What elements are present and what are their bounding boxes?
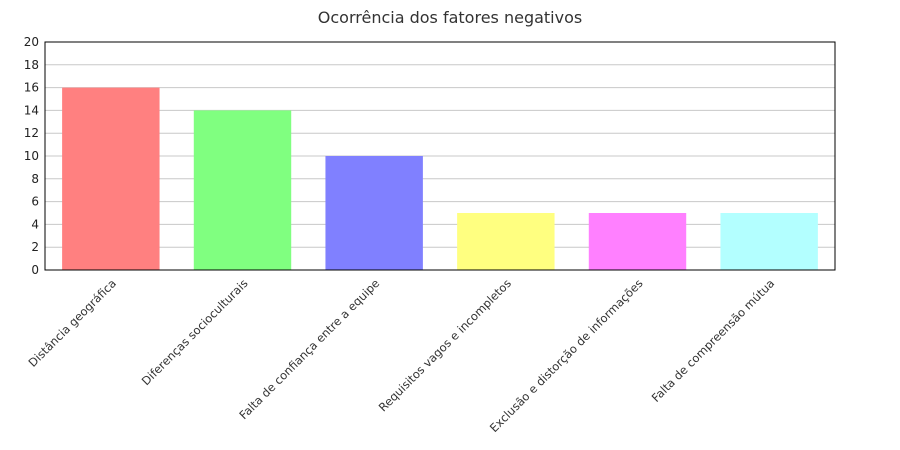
x-category-label: Diferenças socioculturais: [139, 276, 251, 388]
bar: [325, 156, 423, 270]
bars: [62, 87, 818, 271]
bar: [720, 213, 818, 270]
plot-frame: [44, 41, 836, 271]
y-tick-label: 2: [31, 240, 39, 254]
x-axis-labels: Distância geográfica Diferenças sociocult…: [25, 276, 777, 435]
y-axis-ticks: 0 2 4 6 8 10 12 14 16 18 20: [24, 35, 39, 277]
x-category-label: Requisitos vagos e incompletos: [376, 276, 514, 414]
y-tick-label: 18: [24, 58, 39, 72]
y-tick-label: 20: [24, 35, 39, 49]
y-tick-label: 14: [24, 103, 39, 117]
y-tick-label: 12: [24, 126, 39, 140]
x-category-label: Falta de confiança entre a equipe: [236, 276, 382, 422]
y-tick-label: 0: [31, 263, 39, 277]
x-category-label: Exclusão e distorção de informações: [487, 276, 646, 435]
bar: [588, 213, 687, 270]
bar: [457, 213, 555, 270]
grid-lines: [45, 64, 835, 248]
y-tick-label: 16: [24, 81, 39, 95]
bar: [62, 87, 160, 270]
x-category-label: Falta de compreensão mútua: [649, 276, 778, 405]
y-tick-label: 4: [31, 217, 39, 231]
chart-title: Ocorrência dos fatores negativos: [317, 8, 583, 27]
y-tick-label: 6: [31, 195, 39, 209]
bar: [193, 110, 292, 271]
y-tick-label: 10: [24, 149, 39, 163]
x-category-label: Distância geográfica: [25, 276, 118, 369]
y-tick-label: 8: [31, 172, 39, 186]
